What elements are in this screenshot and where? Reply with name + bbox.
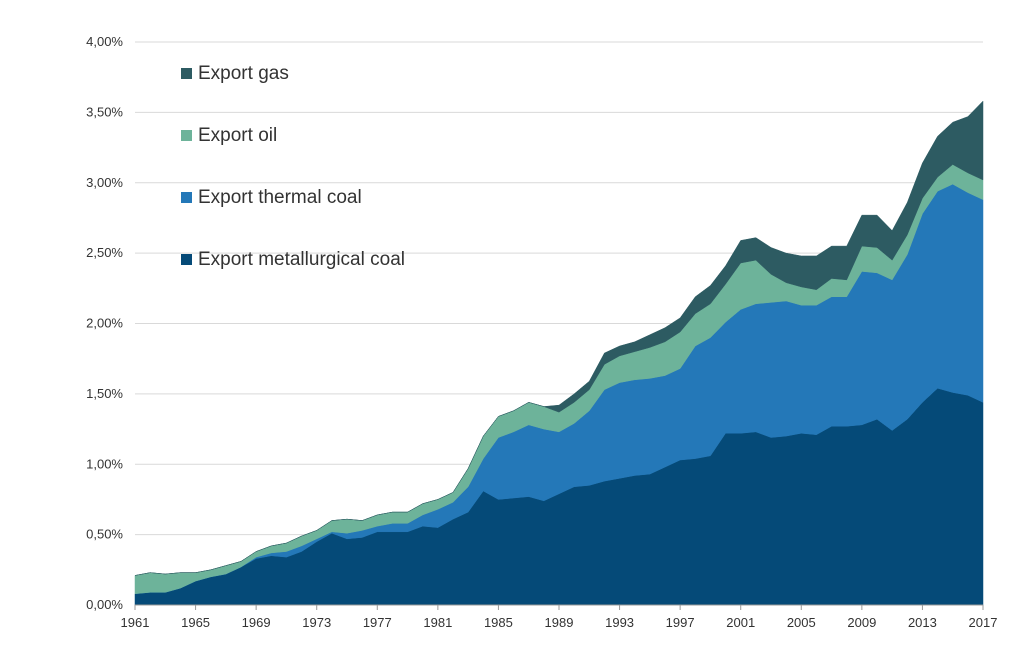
legend-swatch-1: [181, 192, 192, 203]
y-tick-label: 2,50%: [86, 245, 123, 260]
x-tick-label: 1973: [302, 615, 331, 630]
x-tick-label: 2001: [726, 615, 755, 630]
y-tick-label: 1,50%: [86, 386, 123, 401]
y-tick-label: 2,00%: [86, 316, 123, 331]
legend-swatch-2: [181, 130, 192, 141]
legend-label-1: Export thermal coal: [198, 187, 362, 208]
axis-layer: 0,00% 0,50% 1,00% 1,50% 2,00% 2,50% 3,00% 3,50%…: [86, 34, 997, 630]
y-tick-label: 4,00%: [86, 34, 123, 49]
legend: Export gas Export oil Export thermal coal E…: [181, 63, 405, 270]
x-tick-label: 1977: [363, 615, 392, 630]
y-tick-label: 3,50%: [86, 104, 123, 119]
y-tick-label: 1,00%: [86, 456, 123, 471]
x-tick-label: 1969: [242, 615, 271, 630]
grid-layer: [135, 41, 983, 536]
x-tick-label: 1997: [666, 615, 695, 630]
legend-swatch-3: [181, 68, 192, 79]
x-tick-label: 1965: [181, 615, 210, 630]
x-tick-label: 2013: [908, 615, 937, 630]
x-tick-label: 1961: [121, 615, 150, 630]
legend-label-3: Export gas: [198, 63, 289, 84]
area-series-3: [134, 100, 984, 576]
x-tick-label: 2017: [969, 615, 998, 630]
x-tick-label: 1981: [423, 615, 452, 630]
area-layer: [134, 100, 984, 606]
x-tick-label: 1993: [605, 615, 634, 630]
legend-label-0: Export metallurgical coal: [198, 249, 405, 270]
y-tick-label: 0,50%: [86, 527, 123, 542]
legend-swatch-0: [181, 254, 192, 265]
y-tick-label: 3,00%: [86, 175, 123, 190]
x-tick-label: 2009: [847, 615, 876, 630]
legend-label-2: Export oil: [198, 125, 277, 146]
y-tick-label: 0,00%: [86, 597, 123, 612]
x-tick-label: 2005: [787, 615, 816, 630]
x-tick-label: 1985: [484, 615, 513, 630]
x-tick-label: 1989: [545, 615, 574, 630]
